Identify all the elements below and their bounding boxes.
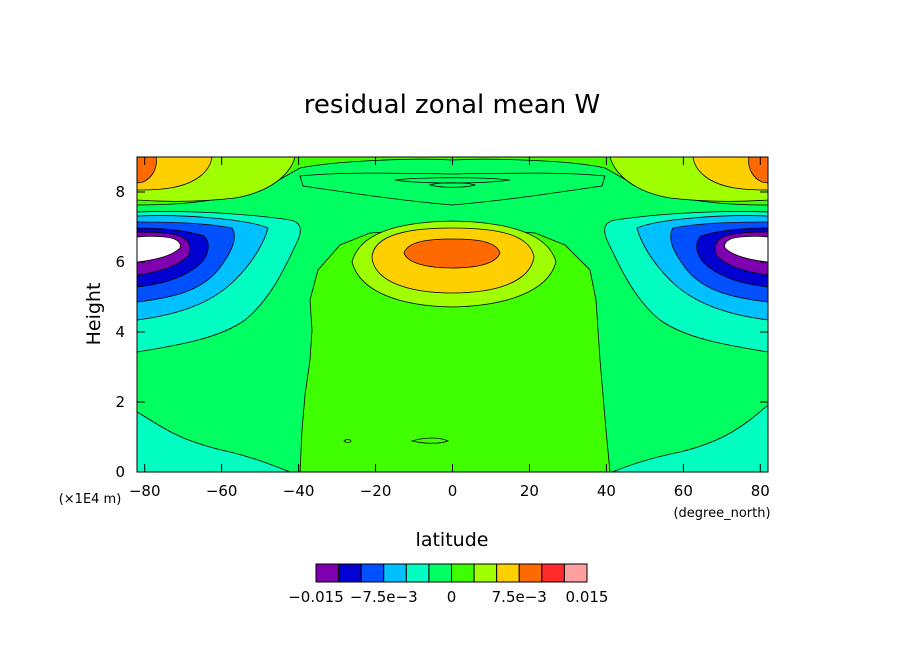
x-tick-label: 40 [597, 482, 616, 500]
colorbar-tick-label: 0 [447, 588, 457, 606]
x-tick-label: −20 [360, 482, 392, 500]
x-tick-label: 0 [448, 482, 458, 500]
contour-line-upper [394, 177, 511, 184]
x-tick-label: −80 [129, 482, 161, 500]
x-axis-label: latitude [416, 529, 489, 551]
y-tick-label: 0 [115, 463, 125, 481]
contour-band-north-top-orange [748, 157, 768, 184]
y-tick-label: 6 [115, 253, 125, 271]
colorbar-tick-label: 0.015 [566, 588, 609, 606]
y-tick-label: 8 [115, 183, 125, 201]
contour-band-upper-tongue [299, 172, 606, 206]
x-tick-label: −60 [206, 482, 238, 500]
y-axis: 0 2 4 6 8 [115, 183, 768, 481]
colorbar-swatch [451, 563, 475, 583]
contour-line-surface-2 [343, 439, 352, 443]
contour-band-south-bottom-teal [137, 411, 291, 472]
x-units-label: (degree_north) [673, 506, 770, 521]
y-axis-label: Height [83, 283, 105, 346]
x-tick-label: 80 [751, 482, 770, 500]
contour-band-south-core [137, 235, 181, 263]
colorbar-swatch [518, 563, 543, 583]
colorbar-swatch [563, 563, 588, 583]
colorbar-swatch [428, 563, 452, 583]
colorbar-swatch [315, 563, 340, 583]
colorbar-tick-label: 7.5e−3 [492, 588, 547, 606]
contour-band-north-core [724, 235, 768, 263]
contour-line-upper-2 [428, 182, 477, 188]
colorbar-swatch [383, 563, 407, 583]
x-tick-label: 20 [520, 482, 539, 500]
contour-band-north-bottom-teal [611, 404, 768, 472]
colorbar-tick-label: −7.5e−3 [350, 588, 418, 606]
chart-title: residual zonal mean W [304, 90, 600, 120]
colorbar-tick-label: −0.015 [288, 588, 344, 606]
colorbar-swatch [338, 563, 362, 583]
colorbar-swatch [473, 563, 498, 583]
colorbar-swatch [541, 563, 565, 583]
x-tick-label: 60 [674, 482, 693, 500]
colorbar-swatch [360, 563, 385, 583]
colorbar: −0.015 −7.5e−3 0 7.5e−3 0.015 [288, 563, 609, 606]
contour-line-surface-1 [410, 437, 450, 444]
contour-band-south-top-orange [137, 157, 157, 184]
y-units-label: (×1E4 m) [59, 492, 122, 507]
y-tick-label: 4 [115, 323, 125, 341]
contour-band-equator-orange [403, 238, 501, 269]
x-axis: −80 −60 −40 −20 0 20 40 60 80 [129, 157, 770, 500]
y-tick-label: 2 [115, 393, 125, 411]
colorbar-swatch [405, 563, 430, 583]
colorbar-swatch [496, 563, 520, 583]
plot-area [137, 157, 768, 472]
x-tick-label: −40 [283, 482, 315, 500]
